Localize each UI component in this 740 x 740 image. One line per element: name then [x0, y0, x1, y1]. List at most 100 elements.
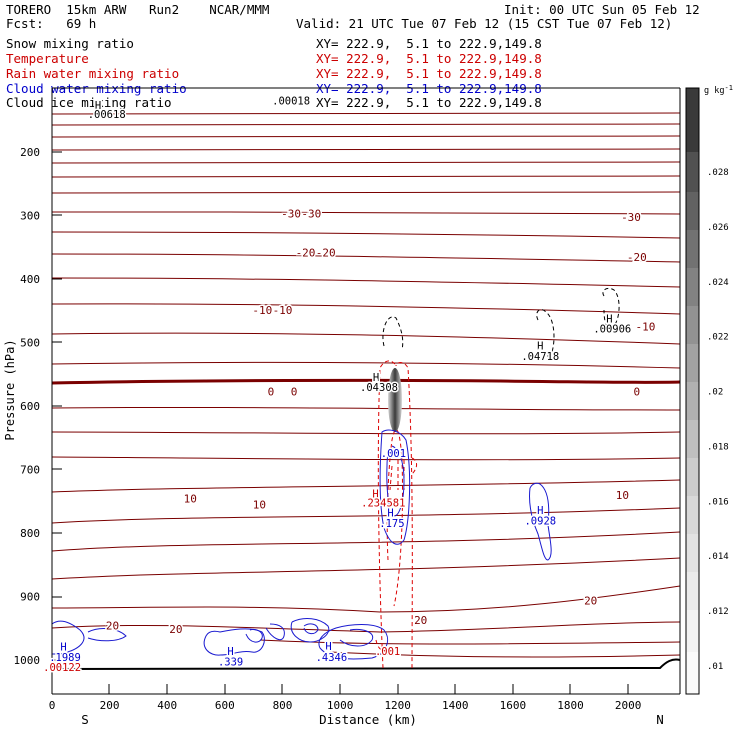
x-tick-label: 1800 [557, 699, 584, 712]
y-axis [51, 87, 681, 694]
field-cloudice-name: Cloud ice mixing ratio [6, 95, 172, 110]
x-tick-label: 200 [100, 699, 120, 712]
isotherm [51, 112, 681, 115]
isotherm [51, 161, 681, 164]
y-tick-label: 1000 [14, 654, 41, 667]
isotherm-label: 20 [106, 620, 119, 633]
rain-water-contours [375, 360, 418, 669]
cloud-water-contour [51, 620, 85, 655]
isotherm-label: -30 [301, 208, 321, 221]
forecast-hour: Fcst: 69 h [6, 16, 97, 31]
extremum-label: .00018 [272, 96, 310, 108]
isotherm-label: -20 [296, 246, 316, 259]
isotherm [51, 585, 681, 613]
isotherm-label: 0 [291, 385, 298, 398]
extremum-label: H [60, 642, 66, 654]
isotherm-label: -20 [316, 246, 336, 259]
cloud-water-contour [245, 629, 263, 643]
isotherm-label: -10 [635, 321, 655, 334]
colorbar-tick-label: .022 [707, 333, 729, 343]
colorbar-tick-label: .024 [707, 278, 729, 288]
isotherm [51, 332, 681, 345]
colorbar-tick-label: .026 [707, 223, 729, 233]
isotherm [51, 479, 681, 493]
colorbar-tick-label: .014 [707, 552, 729, 562]
extremum-label: H [537, 505, 543, 517]
freezing-level-isotherm [51, 378, 681, 385]
colorbar-tick-labels: .01 .012 .014 .016 .018 .02 .022 .024 .026 .028 [707, 168, 729, 672]
isotherm [51, 277, 681, 288]
field-rain-xy: XY= 222.9, 5.1 to 222.9,149.8 [316, 66, 542, 81]
rain-contour [389, 457, 418, 491]
cloud-water-contour [379, 429, 411, 545]
colorbar-tick-label: .012 [707, 607, 729, 617]
isotherm-label: 10 [616, 489, 629, 502]
isotherm [51, 191, 681, 194]
isotherm [51, 253, 681, 263]
extremum-label: H [372, 489, 378, 501]
y-tick-label: 900 [20, 591, 40, 604]
field-rain-name: Rain water mixing ratio [6, 66, 180, 81]
extrema-labels: H.00618.00018H.04308H.04718H.00906.001H.… [42, 94, 633, 675]
extremum-label: .175 [379, 518, 404, 530]
isotherm [51, 456, 681, 461]
field-snow-xy: XY= 222.9, 5.1 to 222.9,149.8 [316, 36, 542, 51]
isotherm [259, 639, 681, 645]
extremum-label: .04718 [521, 351, 559, 363]
x-tick-label: 400 [157, 699, 177, 712]
isotherm-label: 20 [414, 614, 427, 627]
colorbar-tick-label: .018 [707, 442, 729, 452]
y-tick-label: 400 [20, 273, 40, 286]
extremum-label: H [325, 641, 331, 653]
extremum-label: .234581 [361, 498, 405, 510]
isotherm [51, 135, 681, 138]
isotherm [51, 211, 681, 215]
isotherm [51, 361, 681, 369]
direction-north: N [656, 712, 664, 727]
cloud-water-contours [51, 429, 552, 660]
isotherm-label: 0 [268, 385, 275, 398]
colorbar [685, 87, 700, 695]
extremum-label: .00122 [43, 662, 81, 674]
snow-core-shading [388, 368, 402, 432]
x-tick-label: 2000 [615, 699, 642, 712]
y-tick-label: 700 [20, 464, 40, 477]
direction-south: S [81, 712, 89, 727]
isotherm [329, 651, 681, 658]
extremum-label: H [227, 646, 233, 658]
y-tick-labels: 200 300 400 500 600 700 800 900 1000 [14, 146, 41, 667]
extremum-label: H [537, 341, 543, 353]
y-tick-label: 600 [20, 400, 40, 413]
cloud-water-contour [303, 623, 319, 635]
cloud-water-contour [386, 445, 405, 517]
extremum-label: .00618 [88, 109, 126, 121]
isotherm-label: 20 [584, 594, 597, 607]
isotherm [51, 406, 681, 411]
rain-contour [375, 639, 389, 651]
isotherm-label: 10 [184, 493, 197, 506]
x-tick-label: 600 [215, 699, 235, 712]
colorbar-tick-label: .028 [707, 168, 729, 178]
extremum-label: .001 [381, 448, 406, 460]
y-tick-label: 200 [20, 146, 40, 159]
x-tick-label: 1200 [384, 699, 411, 712]
rain-contour [386, 429, 404, 607]
x-axis [51, 684, 680, 695]
isotherm [51, 557, 681, 580]
init-time: Init: 00 UTC Sun 05 Feb 12 [504, 2, 700, 17]
colorbar-tick-label: .01 [707, 662, 723, 672]
isotherm [51, 621, 681, 633]
isotherm [51, 531, 681, 552]
ground-line [51, 658, 681, 670]
isotherm [51, 431, 681, 435]
extremum-label: .00906 [593, 324, 631, 336]
valid-time: Valid: 21 UTC Tue 07 Feb 12 (15 CST Tue … [296, 16, 673, 31]
x-tick-label: 1600 [500, 699, 527, 712]
colorbar-tick-label: .02 [707, 388, 723, 398]
extremum-label: .4346 [316, 652, 348, 664]
extremum-label: .04308 [360, 382, 398, 394]
isotherm-label: -10 [273, 304, 293, 317]
field-cloudice-xy: XY= 222.9, 5.1 to 222.9,149.8 [316, 95, 542, 110]
extremum-label: H [95, 100, 101, 112]
x-tick-label: 0 [49, 699, 56, 712]
